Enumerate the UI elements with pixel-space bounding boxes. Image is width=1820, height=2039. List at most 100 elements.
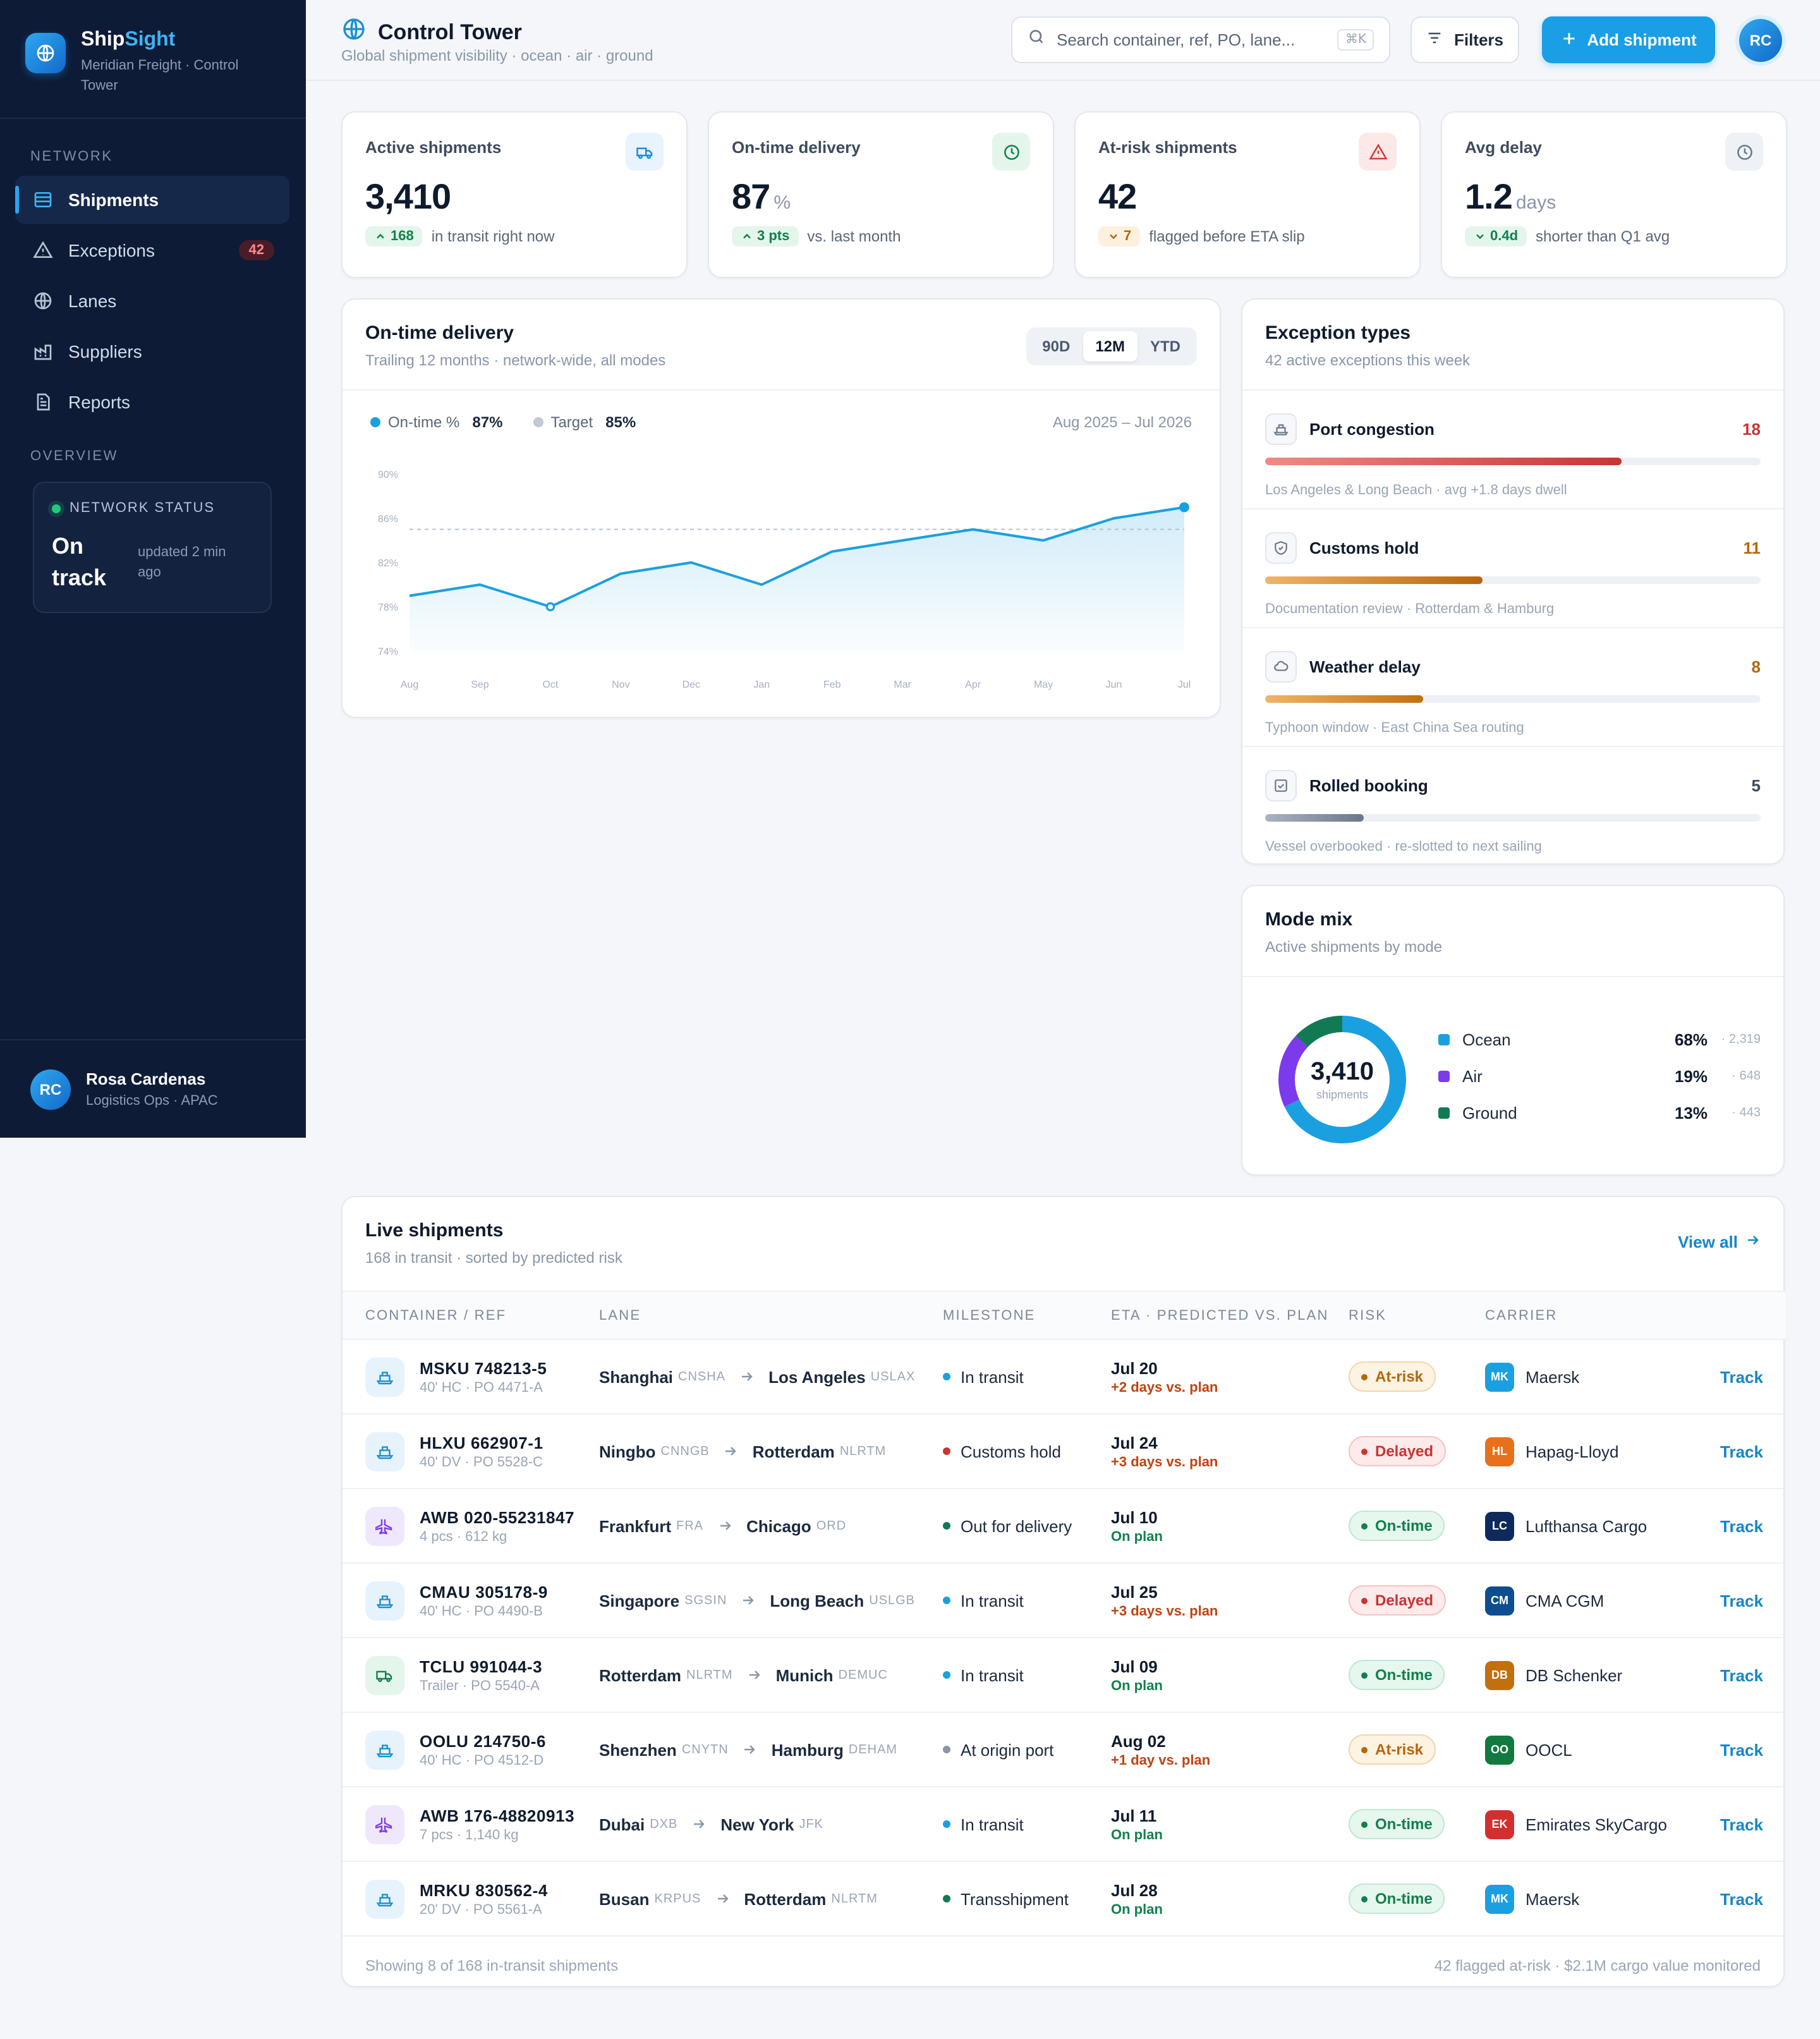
carrier-logo: OO — [1485, 1735, 1514, 1764]
donut-slice — [1278, 1016, 1406, 1143]
filter-icon — [1426, 29, 1444, 51]
brand[interactable]: ShipSight Meridian Freight · Control Tow… — [0, 0, 306, 119]
mode-swatch — [1438, 1034, 1450, 1045]
milestone-dot — [943, 1447, 950, 1455]
mode-mix-total-label: shipments — [1316, 1088, 1369, 1101]
table-row[interactable]: AWB 176-48820913 7 pcs · 1,140 kg Dubai D… — [343, 1787, 1786, 1862]
exception-name: Customs hold — [1309, 539, 1419, 557]
area-fill — [410, 507, 1184, 651]
mode-mix-total: 3,410 — [1310, 1058, 1374, 1086]
exception-item[interactable]: Weather delay 8 Typhoon window · East Ch… — [1242, 628, 1783, 747]
warning-icon — [1359, 133, 1397, 171]
container-ref: TCLU 991044-3 — [420, 1657, 543, 1676]
add-shipment-button[interactable]: Add shipment — [1542, 16, 1715, 63]
track-button[interactable]: Track — [1720, 1815, 1763, 1834]
exception-item[interactable]: Port congestion 18 Los Angeles & Long Be… — [1242, 391, 1783, 509]
chart-legend: On-time % 87% Target 85% — [370, 413, 658, 431]
table-row[interactable]: MSKU 748213-5 40' HC · PO 4471-A Shangha… — [343, 1339, 1786, 1415]
column-header[interactable]: CONTAINER / REF — [343, 1291, 599, 1340]
mode-name: Air — [1462, 1067, 1483, 1086]
table-row[interactable]: CMAU 305178-9 40' HC · PO 4490-B Singapo… — [343, 1563, 1786, 1638]
filters-button[interactable]: Filters — [1410, 16, 1519, 63]
mode-mix-title: Mode mix — [1265, 909, 1353, 930]
clock-icon — [992, 133, 1030, 171]
search-box[interactable]: ⌘K — [1011, 16, 1390, 63]
column-header[interactable]: CARRIER — [1485, 1291, 1694, 1340]
lane-destination-code: USLAX — [870, 1370, 916, 1384]
mode-pct: 19% — [1674, 1067, 1708, 1086]
table-row[interactable]: AWB 020-55231847 4 pcs · 612 kg Frankfur… — [343, 1488, 1786, 1564]
timer-icon — [1725, 133, 1763, 171]
lane-destination: Rotterdam — [744, 1889, 827, 1908]
carrier-logo: MK — [1485, 1884, 1514, 1913]
track-button[interactable]: Track — [1720, 1367, 1763, 1386]
search-input[interactable] — [1057, 30, 1326, 49]
lane-destination: Rotterdam — [752, 1442, 835, 1461]
legend-series-label: On-time % — [388, 413, 460, 431]
exception-item[interactable]: Rolled booking 5 Vessel overbooked · re-… — [1242, 747, 1783, 866]
container-ref: MSKU 748213-5 — [420, 1358, 547, 1377]
exception-description: Documentation review · Rotterdam & Hambu… — [1265, 602, 1555, 617]
container-ref: OOLU 214750-6 — [420, 1731, 547, 1750]
container-detail: Trailer · PO 5540-A — [420, 1678, 540, 1693]
carrier-logo: LC — [1485, 1511, 1514, 1540]
range-12m-button[interactable]: 12M — [1083, 331, 1138, 362]
y-tick-label: 74% — [378, 647, 398, 657]
user-profile[interactable]: RC Rosa Cardenas Logistics Ops · APAC — [0, 1039, 306, 1138]
track-button[interactable]: Track — [1720, 1591, 1763, 1610]
mode-mix-donut — [1278, 1016, 1406, 1143]
chevron-up-icon — [743, 233, 751, 239]
x-tick-label: Jun — [1106, 679, 1122, 690]
x-tick-label: Dec — [682, 679, 700, 690]
container-detail: 4 pcs · 612 kg — [420, 1529, 507, 1544]
x-tick-label: Oct — [542, 679, 558, 690]
lane-destination-code: NLRTM — [831, 1892, 878, 1906]
table-row[interactable]: OOLU 214750-6 40' HC · PO 4512-D Shenzhe… — [343, 1712, 1786, 1787]
container-ref: CMAU 305178-9 — [420, 1582, 548, 1601]
container-detail: 40' HC · PO 4512-D — [420, 1753, 544, 1768]
range-90d-button[interactable]: 90D — [1042, 338, 1071, 355]
view-all-link[interactable]: View all — [1678, 1233, 1761, 1251]
column-header[interactable]: RISK — [1349, 1291, 1485, 1340]
table-row[interactable]: TCLU 991044-3 Trailer · PO 5540-A Rotter… — [343, 1638, 1786, 1713]
kpi-card: On-time delivery 87% 3 pts vs. last mont… — [708, 111, 1054, 278]
kpi-delta-chip: 3 pts — [732, 226, 799, 247]
milestone: Transshipment — [961, 1889, 1069, 1908]
carrier-logo: CM — [1485, 1586, 1514, 1615]
header-avatar[interactable]: RC — [1739, 19, 1782, 62]
exceptions-subtitle: 42 active exceptions this week — [1265, 351, 1471, 369]
x-tick-label: May — [1034, 679, 1053, 690]
lane-origin: Singapore — [599, 1591, 680, 1610]
risk-badge: Delayed — [1349, 1585, 1447, 1616]
column-header[interactable]: LANE — [599, 1291, 943, 1340]
table-row[interactable]: HLXU 662907-1 40' DV · PO 5528-C Ningbo C… — [343, 1414, 1786, 1489]
container-detail: 40' HC · PO 4490-B — [420, 1604, 543, 1619]
range-ytd-button[interactable]: YTD — [1150, 338, 1180, 355]
track-button[interactable]: Track — [1720, 1665, 1763, 1684]
milestone: At origin port — [961, 1740, 1054, 1759]
sidebar-item-label: Suppliers — [68, 341, 142, 362]
eta-variance: On plan — [1111, 1529, 1163, 1544]
legend-target-dot — [533, 417, 543, 427]
track-button[interactable]: Track — [1720, 1516, 1763, 1535]
kpi-label: Active shipments — [365, 138, 502, 157]
track-button[interactable]: Track — [1720, 1740, 1763, 1759]
kpi-card: Active shipments 3,410 168 in transit ri… — [341, 111, 688, 278]
track-button[interactable]: Track — [1720, 1889, 1763, 1908]
column-header[interactable]: ETA · PREDICTED VS. PLAN — [1111, 1291, 1349, 1340]
sidebar-item-lanes[interactable]: Lanes — [15, 277, 289, 325]
column-header[interactable]: MILESTONE — [943, 1291, 1111, 1340]
exception-item[interactable]: Customs hold 11 Documentation review · R… — [1242, 509, 1783, 628]
lane-origin: Rotterdam — [599, 1665, 682, 1684]
mode-count: · 648 — [1732, 1069, 1761, 1083]
sidebar-item-shipments[interactable]: Shipments — [15, 176, 289, 224]
exception-bar-fill — [1265, 458, 1622, 465]
sidebar-item-exceptions[interactable]: Exceptions 42 — [15, 226, 289, 274]
exception-bar — [1265, 695, 1761, 703]
exception-count: 8 — [1751, 657, 1761, 676]
track-button[interactable]: Track — [1720, 1442, 1763, 1461]
table-row[interactable]: MRKU 830562-4 20' DV · PO 5561-A Busan KR… — [343, 1861, 1786, 1937]
sidebar-item-suppliers[interactable]: Suppliers — [15, 327, 289, 375]
sidebar-item-reports[interactable]: Reports — [15, 378, 289, 426]
y-tick-label: 82% — [378, 558, 398, 569]
